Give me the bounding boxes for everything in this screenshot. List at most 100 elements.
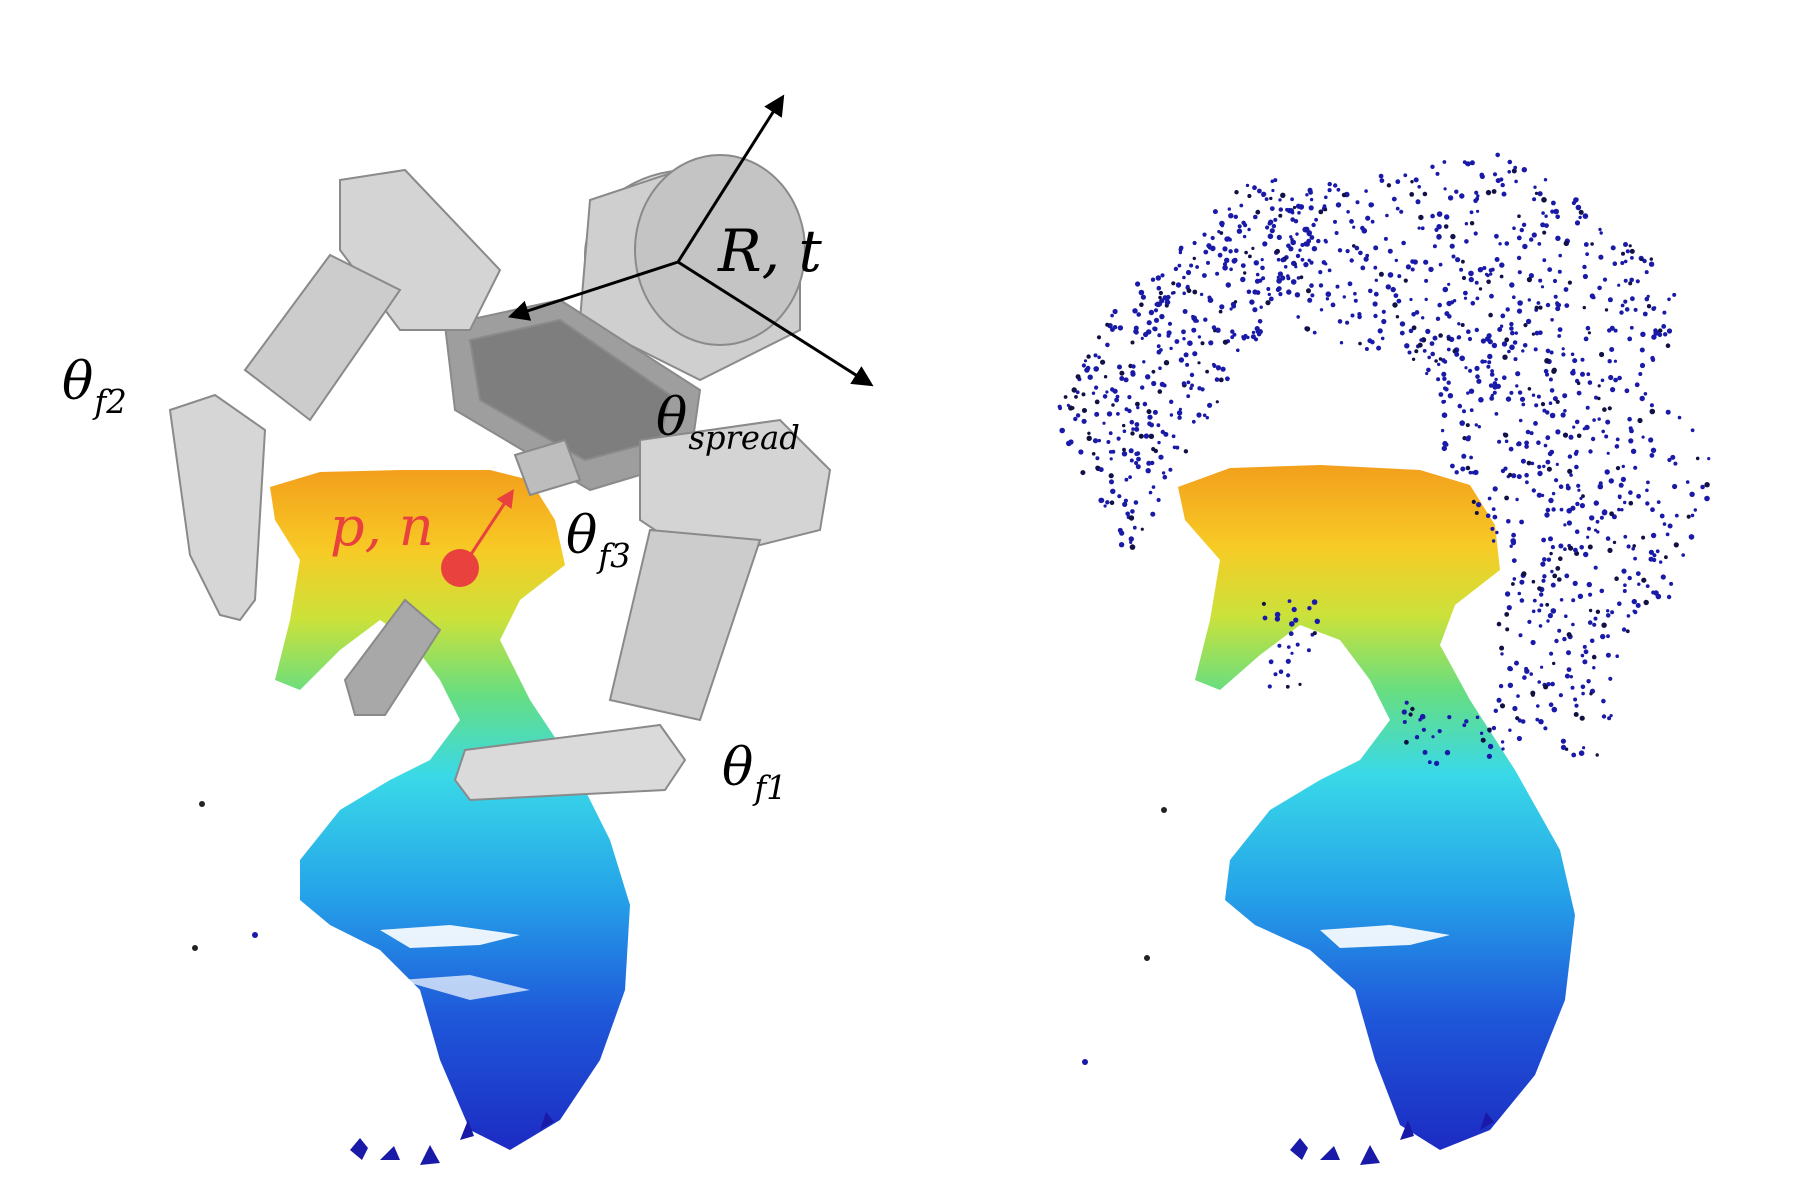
gripper-cloud-point	[1639, 362, 1646, 369]
gripper-cloud-point	[1322, 204, 1327, 209]
gripper-cloud-point	[1087, 374, 1093, 380]
gripper-cloud-point	[1617, 283, 1621, 287]
gripper-cloud-point	[1334, 231, 1339, 235]
gripper-cloud-point	[1202, 413, 1207, 418]
gripper-cloud-point	[1258, 278, 1263, 283]
gripper-cloud-point	[1500, 740, 1505, 744]
gripper-cloud-point	[1537, 242, 1542, 246]
gripper-cloud-point	[1558, 253, 1562, 258]
gripper-cloud-point	[1283, 265, 1288, 269]
gripper-cloud-point	[1617, 375, 1622, 381]
gripper-cloud-point	[1468, 276, 1475, 283]
gripper-cloud-point	[1277, 271, 1283, 277]
gripper-cloud-point	[1324, 239, 1328, 244]
gripper-cloud-point	[1318, 270, 1323, 275]
gripper-cloud-point	[1236, 228, 1243, 234]
gripper-cloud-point	[1430, 213, 1435, 219]
label-r-t: R, t	[718, 222, 822, 280]
gripper-cloud-point	[1549, 350, 1554, 355]
gripper-cloud-point	[1648, 437, 1654, 443]
gripper-cloud-point	[1597, 417, 1601, 421]
gripper-cloud-point	[1268, 219, 1274, 225]
gripper-cloud-point	[1106, 440, 1111, 444]
gripper-cloud-point	[1345, 320, 1350, 325]
gripper-cloud-point	[1239, 203, 1244, 208]
gripper-cloud-point	[1186, 380, 1191, 385]
gripper-cloud-point	[1515, 384, 1519, 388]
gripper-cloud-point	[1373, 265, 1378, 270]
gripper-cloud-point	[1419, 338, 1423, 342]
gripper-cloud-point	[1550, 608, 1557, 614]
gripper-cloud-point	[1645, 501, 1650, 506]
gripper-cloud-point	[1490, 369, 1494, 373]
gripper-cloud-point	[1095, 456, 1100, 461]
gripper-cloud-point	[1533, 421, 1538, 426]
gripper-cloud-point	[1414, 310, 1420, 315]
gripper-cloud-point	[1467, 336, 1473, 342]
gripper-cloud-point	[1395, 315, 1400, 319]
gripper-cloud-point	[1587, 526, 1591, 531]
gripper-cloud-point	[1181, 381, 1187, 386]
gripper-cloud-point	[1189, 263, 1194, 268]
gripper-cloud-point	[1247, 227, 1251, 232]
gripper-cloud-point	[1628, 281, 1633, 286]
gripper-cloud-point	[1372, 301, 1378, 307]
gripper-cloud-point	[1215, 327, 1221, 333]
gripper-cloud-point	[1552, 278, 1558, 284]
gripper-cloud-point	[1189, 372, 1195, 378]
gripper-cloud-point	[1192, 240, 1197, 246]
gripper-cloud-point	[1661, 324, 1667, 329]
gripper-cloud-point	[1516, 442, 1520, 447]
gripper-cloud-point	[1529, 672, 1533, 676]
gripper-cloud-point	[1500, 468, 1506, 474]
gripper-cloud-point	[1464, 366, 1468, 370]
gripper-cloud-point	[1607, 716, 1612, 721]
gripper-cloud-point	[1491, 189, 1497, 194]
gripper-cloud-point	[1308, 190, 1313, 195]
gripper-cloud-point	[1487, 360, 1492, 365]
gripper-cloud-point	[1521, 222, 1527, 227]
gripper-cloud-point	[1199, 292, 1204, 297]
gripper-cloud-point	[1408, 328, 1414, 334]
gripper-cloud-point	[1243, 333, 1248, 339]
gripper-cloud-point	[1378, 173, 1384, 179]
gripper-cloud-point	[1500, 182, 1505, 188]
gripper-cloud-point	[1278, 198, 1282, 202]
gripper-cloud-point	[1253, 214, 1258, 220]
gripper-cloud-point	[1556, 302, 1562, 308]
gripper-cloud-point	[1444, 442, 1449, 447]
gripper-cloud-point	[1580, 653, 1585, 658]
gripper-cloud-point	[1145, 468, 1151, 474]
gripper-cloud-point	[1564, 673, 1570, 679]
gripper-cloud-point	[1578, 209, 1584, 215]
gripper-cloud-point	[1474, 365, 1480, 371]
gripper-cloud-point	[1240, 276, 1246, 283]
gripper-cloud-point	[1639, 347, 1645, 353]
gripper-cloud-point	[1286, 274, 1290, 278]
gripper-cloud-point	[1434, 760, 1440, 767]
gripper-cloud-point	[1474, 190, 1479, 195]
gripper-cloud-point	[1136, 405, 1140, 410]
gripper-cloud-point	[1152, 409, 1158, 415]
gripper-cloud-point	[1659, 560, 1663, 564]
gripper-cloud-point	[1290, 237, 1294, 242]
gripper-cloud-point	[1571, 200, 1576, 206]
gripper-cloud-point	[1533, 185, 1537, 189]
gripper-cloud-point	[1182, 275, 1186, 280]
gripper-cloud-point	[1352, 244, 1356, 248]
gripper-cloud-point	[1631, 598, 1638, 605]
gripper-cloud-point	[1566, 520, 1572, 526]
gripper-cloud-point	[1567, 468, 1573, 474]
gripper-cloud-point	[1648, 261, 1655, 267]
gripper-cloud-point	[1563, 240, 1570, 247]
gripper-cloud-point	[1501, 747, 1505, 751]
gripper-cloud-point	[1464, 719, 1469, 724]
gripper-cloud-point	[1349, 258, 1354, 263]
gripper-cloud-point	[1609, 325, 1615, 331]
gripper-cloud-point	[1151, 380, 1157, 387]
gripper-cloud-point	[1576, 381, 1581, 386]
gripper-cloud-point	[1630, 256, 1634, 260]
gripper-cloud-point	[1551, 367, 1557, 373]
gripper-cloud-point	[1551, 491, 1556, 496]
gripper-cloud-point	[1546, 619, 1550, 623]
